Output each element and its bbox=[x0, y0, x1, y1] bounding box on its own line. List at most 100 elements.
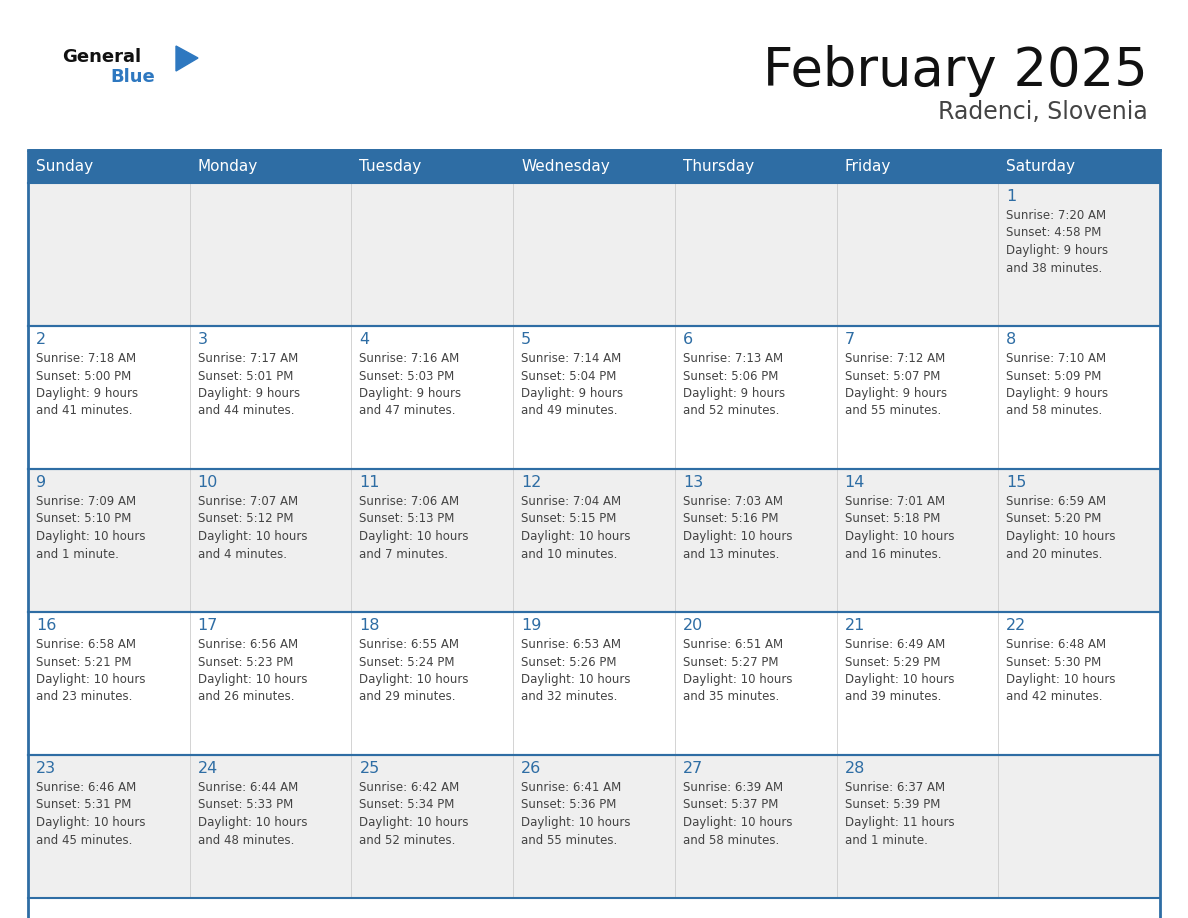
Text: Daylight: 9 hours: Daylight: 9 hours bbox=[360, 387, 462, 400]
Text: Sunday: Sunday bbox=[36, 159, 93, 174]
Text: and 32 minutes.: and 32 minutes. bbox=[522, 690, 618, 703]
Text: Monday: Monday bbox=[197, 159, 258, 174]
Bar bbox=[29, 183, 1159, 326]
Text: Friday: Friday bbox=[845, 159, 891, 174]
Text: Sunset: 5:39 PM: Sunset: 5:39 PM bbox=[845, 799, 940, 812]
Text: Daylight: 10 hours: Daylight: 10 hours bbox=[36, 530, 145, 543]
Text: Blue: Blue bbox=[110, 68, 154, 86]
Text: and 52 minutes.: and 52 minutes. bbox=[683, 405, 779, 418]
Bar bbox=[29, 755, 1159, 898]
Text: Sunset: 5:33 PM: Sunset: 5:33 PM bbox=[197, 799, 293, 812]
Text: Sunrise: 6:58 AM: Sunrise: 6:58 AM bbox=[36, 638, 135, 651]
Text: Sunset: 5:06 PM: Sunset: 5:06 PM bbox=[683, 370, 778, 383]
Text: Daylight: 10 hours: Daylight: 10 hours bbox=[360, 816, 469, 829]
Text: and 35 minutes.: and 35 minutes. bbox=[683, 690, 779, 703]
Text: Sunset: 5:16 PM: Sunset: 5:16 PM bbox=[683, 512, 778, 525]
Text: Daylight: 10 hours: Daylight: 10 hours bbox=[1006, 673, 1116, 686]
Text: 10: 10 bbox=[197, 475, 219, 490]
Text: 23: 23 bbox=[36, 761, 56, 776]
Text: Sunset: 5:37 PM: Sunset: 5:37 PM bbox=[683, 799, 778, 812]
Text: 21: 21 bbox=[845, 618, 865, 633]
Text: and 47 minutes.: and 47 minutes. bbox=[360, 405, 456, 418]
Text: 27: 27 bbox=[683, 761, 703, 776]
Text: and 48 minutes.: and 48 minutes. bbox=[197, 834, 295, 846]
Text: Sunset: 4:58 PM: Sunset: 4:58 PM bbox=[1006, 227, 1101, 240]
Text: Sunrise: 6:49 AM: Sunrise: 6:49 AM bbox=[845, 638, 944, 651]
Text: Sunset: 5:29 PM: Sunset: 5:29 PM bbox=[845, 655, 940, 668]
Bar bbox=[29, 150, 1159, 918]
Text: Daylight: 10 hours: Daylight: 10 hours bbox=[197, 530, 308, 543]
Text: Sunset: 5:24 PM: Sunset: 5:24 PM bbox=[360, 655, 455, 668]
Text: 9: 9 bbox=[36, 475, 46, 490]
Text: Sunset: 5:10 PM: Sunset: 5:10 PM bbox=[36, 512, 132, 525]
Text: Sunset: 5:23 PM: Sunset: 5:23 PM bbox=[197, 655, 293, 668]
Text: Sunrise: 6:42 AM: Sunrise: 6:42 AM bbox=[360, 781, 460, 794]
Text: Daylight: 10 hours: Daylight: 10 hours bbox=[522, 530, 631, 543]
Text: and 44 minutes.: and 44 minutes. bbox=[197, 405, 295, 418]
Text: 28: 28 bbox=[845, 761, 865, 776]
Text: 18: 18 bbox=[360, 618, 380, 633]
Text: Daylight: 10 hours: Daylight: 10 hours bbox=[197, 816, 308, 829]
Text: Sunrise: 6:55 AM: Sunrise: 6:55 AM bbox=[360, 638, 460, 651]
Text: Daylight: 9 hours: Daylight: 9 hours bbox=[1006, 387, 1108, 400]
Text: and 1 minute.: and 1 minute. bbox=[36, 547, 119, 561]
Text: and 29 minutes.: and 29 minutes. bbox=[360, 690, 456, 703]
Text: Daylight: 9 hours: Daylight: 9 hours bbox=[845, 387, 947, 400]
Text: Sunrise: 6:44 AM: Sunrise: 6:44 AM bbox=[197, 781, 298, 794]
Text: and 26 minutes.: and 26 minutes. bbox=[197, 690, 295, 703]
Text: Sunset: 5:03 PM: Sunset: 5:03 PM bbox=[360, 370, 455, 383]
Text: Sunset: 5:09 PM: Sunset: 5:09 PM bbox=[1006, 370, 1101, 383]
Text: Sunrise: 6:59 AM: Sunrise: 6:59 AM bbox=[1006, 495, 1106, 508]
Text: Sunset: 5:31 PM: Sunset: 5:31 PM bbox=[36, 799, 132, 812]
Text: and 42 minutes.: and 42 minutes. bbox=[1006, 690, 1102, 703]
Text: Sunrise: 7:09 AM: Sunrise: 7:09 AM bbox=[36, 495, 137, 508]
Text: Sunrise: 7:20 AM: Sunrise: 7:20 AM bbox=[1006, 209, 1106, 222]
Text: and 41 minutes.: and 41 minutes. bbox=[36, 405, 133, 418]
Text: Sunrise: 6:46 AM: Sunrise: 6:46 AM bbox=[36, 781, 137, 794]
Text: 5: 5 bbox=[522, 332, 531, 347]
Text: Sunset: 5:21 PM: Sunset: 5:21 PM bbox=[36, 655, 132, 668]
Text: Daylight: 10 hours: Daylight: 10 hours bbox=[360, 530, 469, 543]
Text: Sunrise: 7:06 AM: Sunrise: 7:06 AM bbox=[360, 495, 460, 508]
Text: 8: 8 bbox=[1006, 332, 1017, 347]
Text: 24: 24 bbox=[197, 761, 217, 776]
Text: Sunset: 5:12 PM: Sunset: 5:12 PM bbox=[197, 512, 293, 525]
Text: 25: 25 bbox=[360, 761, 380, 776]
Text: 17: 17 bbox=[197, 618, 219, 633]
Text: Sunset: 5:01 PM: Sunset: 5:01 PM bbox=[197, 370, 293, 383]
Text: 1: 1 bbox=[1006, 189, 1017, 204]
Text: Sunset: 5:07 PM: Sunset: 5:07 PM bbox=[845, 370, 940, 383]
Text: Sunset: 5:00 PM: Sunset: 5:00 PM bbox=[36, 370, 131, 383]
Text: 11: 11 bbox=[360, 475, 380, 490]
Text: Sunrise: 7:16 AM: Sunrise: 7:16 AM bbox=[360, 352, 460, 365]
Text: Sunset: 5:27 PM: Sunset: 5:27 PM bbox=[683, 655, 778, 668]
Text: Daylight: 10 hours: Daylight: 10 hours bbox=[845, 530, 954, 543]
Text: Daylight: 10 hours: Daylight: 10 hours bbox=[522, 673, 631, 686]
Text: and 16 minutes.: and 16 minutes. bbox=[845, 547, 941, 561]
Text: and 45 minutes.: and 45 minutes. bbox=[36, 834, 132, 846]
Text: Daylight: 9 hours: Daylight: 9 hours bbox=[197, 387, 299, 400]
Text: Sunset: 5:20 PM: Sunset: 5:20 PM bbox=[1006, 512, 1101, 525]
Text: 26: 26 bbox=[522, 761, 542, 776]
Polygon shape bbox=[176, 46, 198, 71]
Text: Sunset: 5:30 PM: Sunset: 5:30 PM bbox=[1006, 655, 1101, 668]
Text: Daylight: 10 hours: Daylight: 10 hours bbox=[522, 816, 631, 829]
Text: Sunrise: 7:12 AM: Sunrise: 7:12 AM bbox=[845, 352, 944, 365]
Text: 15: 15 bbox=[1006, 475, 1026, 490]
Text: Sunrise: 7:13 AM: Sunrise: 7:13 AM bbox=[683, 352, 783, 365]
Text: 13: 13 bbox=[683, 475, 703, 490]
Text: Daylight: 9 hours: Daylight: 9 hours bbox=[1006, 244, 1108, 257]
Text: Daylight: 10 hours: Daylight: 10 hours bbox=[683, 673, 792, 686]
Text: and 49 minutes.: and 49 minutes. bbox=[522, 405, 618, 418]
Text: and 23 minutes.: and 23 minutes. bbox=[36, 690, 132, 703]
Text: Sunrise: 7:18 AM: Sunrise: 7:18 AM bbox=[36, 352, 137, 365]
Text: Daylight: 11 hours: Daylight: 11 hours bbox=[845, 816, 954, 829]
Text: Sunrise: 7:04 AM: Sunrise: 7:04 AM bbox=[522, 495, 621, 508]
Text: 2: 2 bbox=[36, 332, 46, 347]
Text: Sunset: 5:34 PM: Sunset: 5:34 PM bbox=[360, 799, 455, 812]
Text: Daylight: 10 hours: Daylight: 10 hours bbox=[360, 673, 469, 686]
Text: and 52 minutes.: and 52 minutes. bbox=[360, 834, 456, 846]
Text: Sunrise: 7:14 AM: Sunrise: 7:14 AM bbox=[522, 352, 621, 365]
Text: and 38 minutes.: and 38 minutes. bbox=[1006, 262, 1102, 274]
Text: Daylight: 10 hours: Daylight: 10 hours bbox=[197, 673, 308, 686]
